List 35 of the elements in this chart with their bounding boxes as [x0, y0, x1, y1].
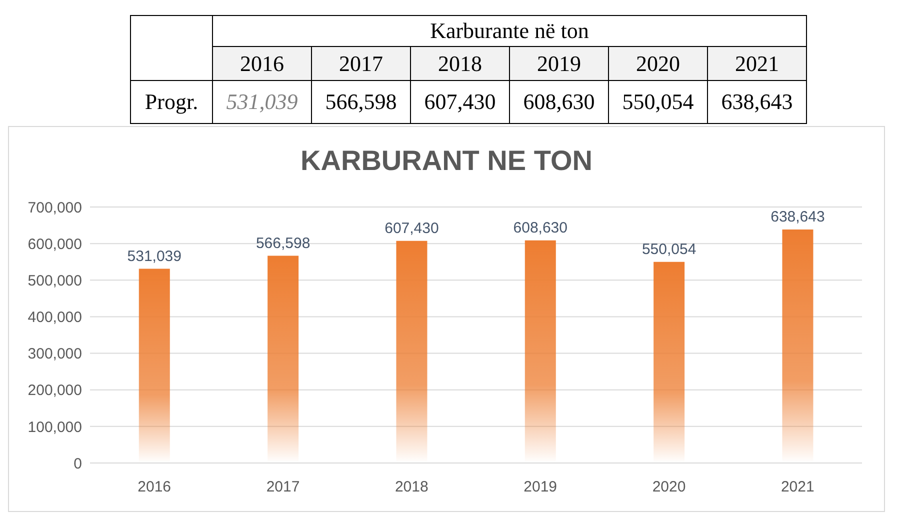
text: Karburante në ton: [212, 16, 806, 46]
chart-title: KARBURANT NE TON: [300, 145, 594, 177]
data-label: 638,643: [770, 208, 825, 226]
data-label: 550,054: [642, 240, 696, 258]
text: 607,430: [424, 89, 496, 114]
x-tick-label: 2018: [394, 478, 428, 496]
data-label: 607,430: [384, 220, 439, 237]
y-tick-label: 500,000: [28, 272, 82, 290]
x-tick-label: 2019: [524, 478, 558, 496]
text: 550,054: [622, 89, 694, 114]
x-tick-label: 2021: [780, 478, 814, 496]
y-tick-label: 0: [74, 455, 82, 472]
category-label: 2021: [735, 50, 779, 76]
data-label: 608,630: [513, 219, 568, 236]
text: 608,630: [523, 89, 595, 114]
x-tick-label: 2020: [652, 478, 686, 496]
category-label: 2016: [240, 50, 284, 76]
y-tick-label: 700,000: [28, 199, 82, 216]
data-label: 566,598: [256, 234, 310, 252]
y-tick-label: 200,000: [28, 382, 82, 400]
y-tick-label: 300,000: [28, 346, 82, 363]
text: 531,039: [226, 89, 298, 114]
category-label: 2019: [537, 50, 581, 76]
x-tick-label: 2016: [138, 478, 172, 496]
category-label: 2018: [438, 50, 482, 76]
category-label: 2017: [339, 50, 383, 76]
x-tick-label: 2017: [266, 478, 300, 496]
y-tick-label: 100,000: [28, 418, 82, 436]
category-label: 2020: [636, 50, 680, 76]
y-tick-label: 600,000: [28, 236, 82, 253]
data-label: 531,039: [127, 248, 182, 265]
text: 638,643: [721, 89, 793, 114]
text: Progr.: [130, 80, 212, 124]
text: 566,598: [325, 89, 397, 114]
y-tick-label: 400,000: [28, 309, 82, 326]
